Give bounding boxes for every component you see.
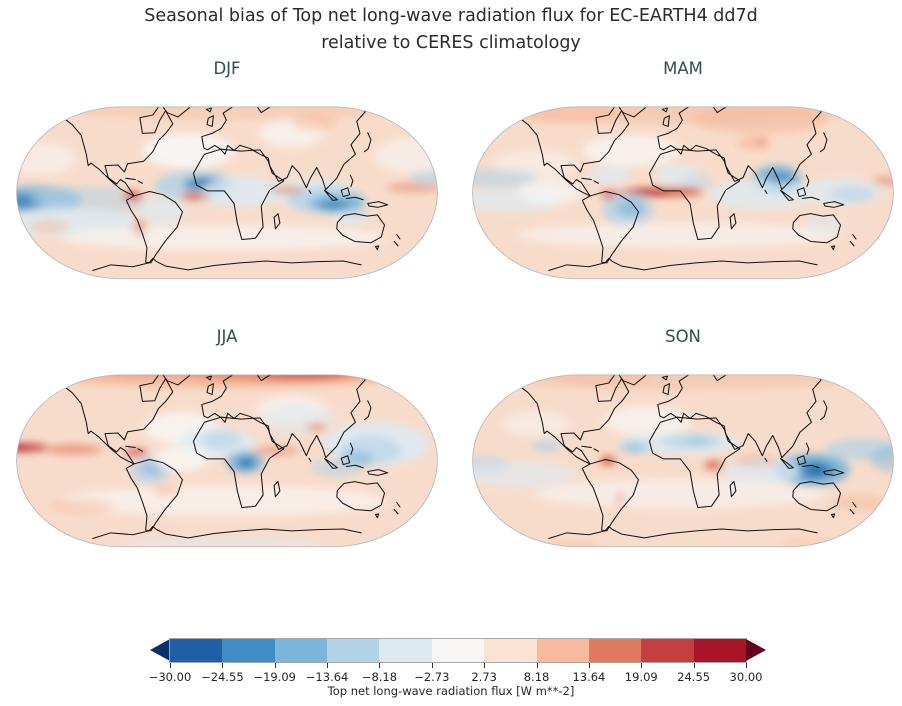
panel-djf: DJF bbox=[14, 56, 440, 304]
world-map-djf bbox=[16, 106, 438, 280]
colorbar-segment-5 bbox=[431, 639, 485, 662]
colorbar-segment-9 bbox=[641, 639, 694, 662]
colorbar-ticklabel-7: 8.18 bbox=[523, 670, 550, 684]
colorbar-segment-1 bbox=[222, 639, 275, 662]
colorbar-tick-3 bbox=[327, 663, 329, 668]
panel-mam: MAM bbox=[470, 56, 896, 304]
colorbar-tick-2 bbox=[274, 663, 276, 668]
panel-row-bottom: JJA SON bbox=[14, 324, 896, 572]
colorbar: −30.00 −24.55 −19.09 −13.64 −8.18 −2.73 2.73 8.… bbox=[148, 638, 766, 701]
colorbar-ticklabel-10: 24.55 bbox=[677, 670, 711, 684]
colorbar-ticklabel-3: −13.64 bbox=[305, 670, 349, 684]
colorbar-segment-4 bbox=[379, 639, 432, 662]
colorbar-tick-4 bbox=[379, 663, 381, 668]
figure-title-line2: relative to CERES climatology bbox=[321, 33, 581, 53]
colorbar-ticklabel-8: 13.64 bbox=[572, 670, 606, 684]
colorbar-ticklabel-0: −30.00 bbox=[148, 670, 192, 684]
figure-title-line1: Seasonal bias of Top net long-wave radia… bbox=[144, 6, 758, 26]
colorbar-tick-10 bbox=[693, 663, 695, 668]
panel-title-son: SON bbox=[665, 327, 701, 346]
map-box-mam bbox=[470, 86, 896, 304]
figure-title: Seasonal bias of Top net long-wave radia… bbox=[0, 3, 902, 57]
world-map-jja bbox=[16, 374, 438, 548]
colorbar-tick-5 bbox=[431, 663, 433, 668]
colorbar-tick-8 bbox=[588, 663, 590, 668]
panel-title-jja: JJA bbox=[216, 327, 238, 346]
map-box-djf bbox=[14, 86, 440, 304]
colorbar-ticklabel-6: 2.73 bbox=[471, 670, 497, 684]
colorbar-tick-11 bbox=[746, 663, 747, 668]
colorbar-ticklabel-5: −2.73 bbox=[414, 670, 450, 684]
map-box-son bbox=[470, 354, 896, 572]
colorbar-tick-6 bbox=[484, 663, 486, 668]
colorbar-ticklabel-2: −19.09 bbox=[253, 670, 296, 684]
colorbar-ticklabel-1: −24.55 bbox=[201, 670, 244, 684]
colorbar-ticklabel-4: −8.18 bbox=[361, 670, 398, 684]
colorbar-label: Top net long-wave radiation flux [W m**-… bbox=[327, 684, 575, 698]
colorbar-segment-2 bbox=[274, 639, 328, 662]
world-map-son bbox=[472, 374, 894, 548]
colorbar-segment-6 bbox=[484, 639, 537, 662]
colorbar-tick-0 bbox=[170, 663, 171, 668]
panel-row-top: DJF MAM bbox=[14, 56, 896, 304]
colorbar-segments bbox=[169, 638, 747, 663]
colorbar-segment-8 bbox=[588, 639, 642, 662]
panel-title-mam: MAM bbox=[663, 59, 703, 78]
map-box-jja bbox=[14, 354, 440, 572]
colorbar-ticklabel-9: 19.09 bbox=[624, 670, 658, 684]
colorbar-tick-9 bbox=[641, 663, 643, 668]
panel-son: SON bbox=[470, 324, 896, 572]
panel-title-djf: DJF bbox=[213, 59, 241, 78]
colorbar-tick-7 bbox=[536, 663, 538, 668]
world-map-mam bbox=[472, 106, 894, 280]
colorbar-segment-0 bbox=[170, 639, 223, 662]
colorbar-extend-left-arrow bbox=[150, 639, 170, 661]
colorbar-tick-1 bbox=[222, 663, 224, 668]
colorbar-extend-right-arrow bbox=[746, 639, 766, 661]
colorbar-ticklabel-11: 30.00 bbox=[729, 670, 763, 684]
colorbar-segment-10 bbox=[693, 639, 746, 662]
colorbar-segment-3 bbox=[327, 639, 380, 662]
colorbar-segment-7 bbox=[536, 639, 589, 662]
panel-jja: JJA bbox=[14, 324, 440, 572]
